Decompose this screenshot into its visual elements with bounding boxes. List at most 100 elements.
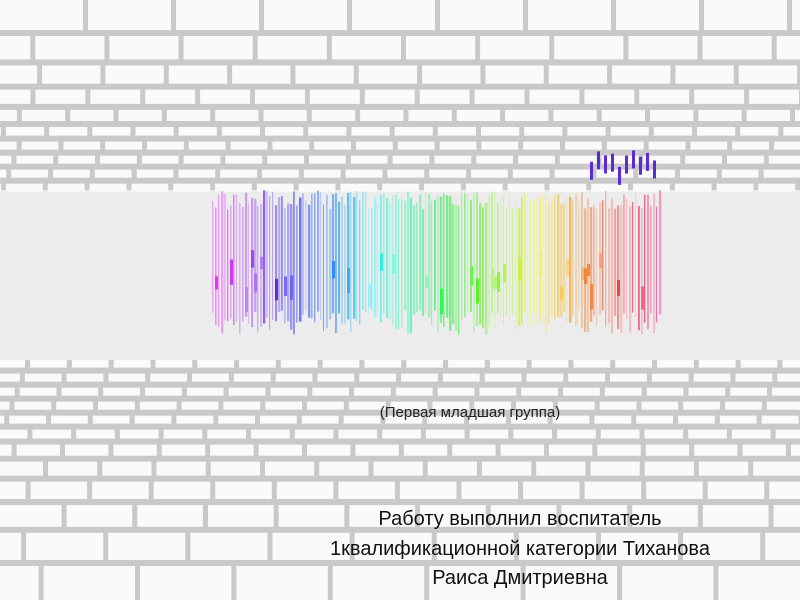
tile: [256, 183, 294, 192]
wordart-stroke: [611, 198, 613, 334]
tile: [186, 387, 224, 396]
tile: [322, 359, 360, 368]
wordart-stroke: [647, 194, 649, 330]
wordart-stroke: [458, 205, 460, 335]
tile: [364, 359, 402, 368]
tile: [753, 461, 800, 476]
tile: [48, 461, 98, 476]
wordart-stroke: [618, 166, 621, 185]
wordart-stroke: [380, 253, 383, 271]
wordart-stroke: [560, 286, 563, 301]
tile: [465, 183, 503, 192]
tile: [230, 141, 268, 150]
wordart-stroke: [398, 199, 400, 329]
wordart-stroke: [470, 200, 472, 312]
tile: [644, 461, 694, 476]
tile: [694, 89, 745, 104]
tile: [474, 89, 525, 104]
tile: [345, 169, 383, 178]
tile: [11, 169, 49, 178]
tile: [354, 387, 391, 396]
tile: [683, 401, 721, 410]
tile: [680, 169, 717, 178]
tile: [207, 505, 274, 527]
tile: [565, 141, 602, 150]
tile: [721, 169, 759, 178]
tile: [0, 0, 83, 30]
author-line: 1квалификационной категории Тиханова: [330, 538, 710, 560]
tile: [294, 429, 334, 439]
tile: [53, 169, 90, 178]
wordart-stroke: [419, 194, 422, 311]
tile: [56, 401, 94, 410]
tile: [0, 373, 20, 382]
tile: [338, 429, 378, 439]
wordart-stroke: [356, 191, 358, 322]
author-line: Работу выполнил воспитатель: [378, 508, 662, 530]
wordart-stroke: [524, 193, 526, 314]
tile: [163, 429, 203, 439]
tile: [210, 461, 260, 476]
tile: [307, 401, 344, 410]
tile: [474, 401, 512, 410]
tile: [397, 141, 435, 150]
tile: [554, 36, 624, 60]
tile: [594, 415, 632, 424]
wordart-stroke: [254, 198, 257, 313]
wordart-stroke: [617, 279, 620, 296]
tile: [0, 155, 12, 164]
wordart-stroke: [371, 208, 373, 311]
tile: [88, 0, 171, 30]
tile: [6, 183, 43, 192]
wordart-stroke: [395, 194, 398, 330]
wordart-stroke: [431, 201, 433, 326]
tile: [408, 109, 452, 121]
tile: [260, 415, 297, 424]
tile: [553, 109, 597, 121]
tile: [573, 359, 611, 368]
wordart-stroke: [413, 205, 416, 315]
wordart-stroke: [639, 156, 642, 175]
wordart-stroke: [602, 200, 604, 311]
tile: [653, 126, 692, 136]
tile: [21, 109, 66, 121]
wordart-stroke: [650, 205, 652, 314]
wordart-stroke: [239, 202, 241, 334]
tile: [427, 415, 465, 424]
wordart-stroke: [350, 191, 352, 333]
tile: [66, 505, 133, 527]
wordart-stroke: [368, 283, 371, 308]
tile: [590, 461, 640, 476]
wordart-stroke: [329, 208, 332, 320]
tile: [548, 444, 593, 456]
wordart-stroke: [275, 205, 278, 322]
tile: [225, 155, 263, 164]
tile: [763, 169, 800, 178]
tile: [480, 36, 550, 60]
wordart-stroke: [386, 198, 389, 318]
wordart-stroke: [554, 194, 556, 320]
tile: [740, 126, 779, 136]
tile: [108, 373, 146, 382]
tile: [456, 109, 501, 121]
tile: [610, 126, 649, 136]
wordart-stroke: [557, 194, 560, 317]
tile: [215, 183, 252, 192]
tile: [0, 126, 1, 136]
tile: [469, 415, 506, 424]
wordart-stroke: [215, 276, 218, 290]
tile: [424, 183, 461, 192]
wordart-stroke: [632, 150, 635, 169]
tile: [584, 481, 642, 500]
wordart-stroke: [359, 200, 361, 325]
tile: [309, 155, 346, 164]
tile: [650, 109, 694, 121]
tile: [178, 126, 217, 136]
tile: [109, 36, 179, 60]
tile: [730, 387, 768, 396]
tile: [66, 373, 104, 382]
tile: [775, 429, 800, 439]
tile: [769, 481, 800, 500]
tile: [420, 505, 486, 527]
tile: [422, 65, 481, 84]
